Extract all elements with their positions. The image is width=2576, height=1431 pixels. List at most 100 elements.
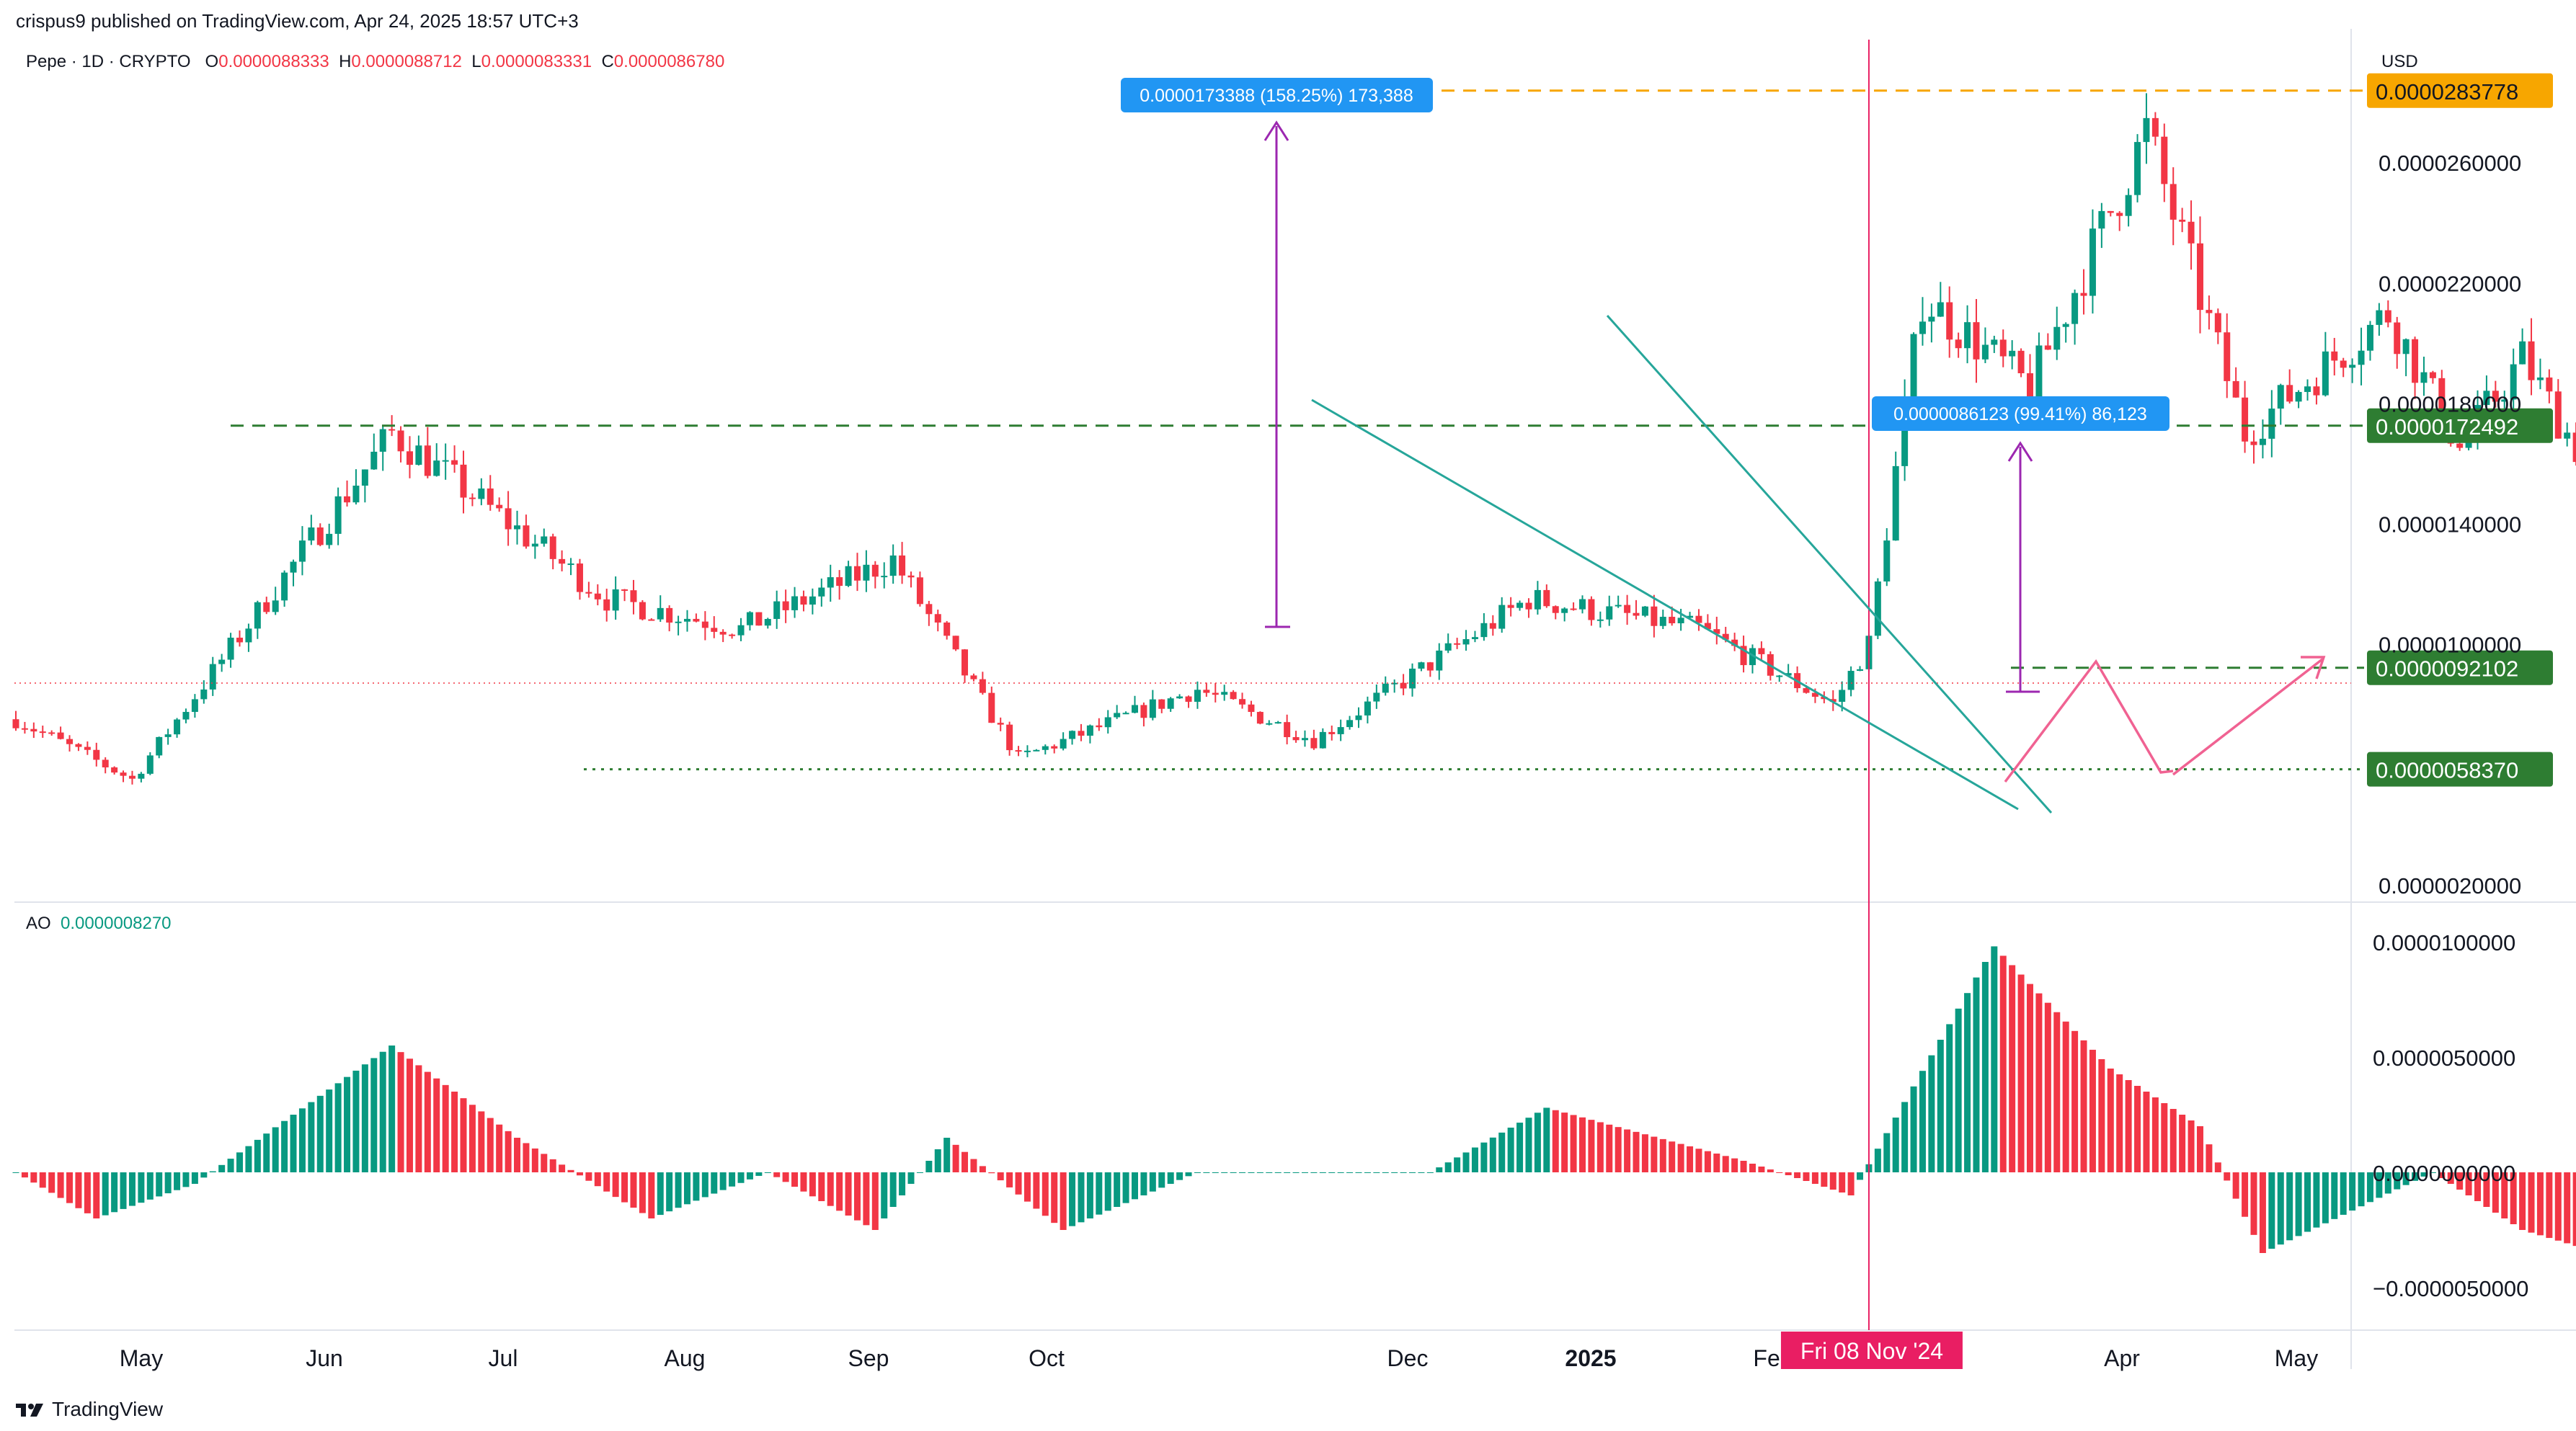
ao-bar xyxy=(845,1172,852,1216)
candle-body xyxy=(2295,391,2302,402)
candle-body xyxy=(1999,339,2007,357)
ao-bar xyxy=(1561,1113,1568,1172)
ao-bar xyxy=(1615,1127,1622,1172)
ao-bar xyxy=(1731,1158,1738,1172)
candle-body xyxy=(1964,322,1971,349)
ao-bar xyxy=(630,1172,637,1208)
candle-body xyxy=(2402,339,2410,355)
ao-bar xyxy=(1633,1131,1640,1172)
ao-bar xyxy=(2349,1172,2356,1211)
candle-body xyxy=(290,561,297,573)
ao-bar xyxy=(236,1152,243,1172)
candle-body xyxy=(1919,321,1926,334)
candle-body xyxy=(451,460,458,465)
candle-body xyxy=(1409,668,1416,689)
candle-body xyxy=(1687,615,1694,618)
candle-body xyxy=(1973,322,1980,360)
candle-body xyxy=(1033,749,1040,752)
ao-bar xyxy=(2277,1172,2284,1245)
ao-bar xyxy=(1051,1172,1058,1223)
ao-bar xyxy=(2331,1172,2338,1219)
ao-bar xyxy=(2510,1172,2517,1224)
measure-arrow-1-head xyxy=(1263,120,1289,141)
candle-body xyxy=(871,564,879,577)
ao-bar xyxy=(1471,1147,1478,1172)
candle-body xyxy=(2286,385,2293,402)
ao-bar xyxy=(1274,1172,1282,1173)
candle-body xyxy=(2017,350,2025,374)
ao-bar xyxy=(1194,1172,1201,1173)
ao-bar xyxy=(943,1138,951,1172)
ao-bar xyxy=(111,1172,118,1213)
close-label: C xyxy=(601,52,614,71)
ao-bar xyxy=(1973,977,1980,1172)
ao-bar xyxy=(182,1172,190,1187)
candle-body xyxy=(2304,386,2311,392)
candle-body xyxy=(2169,184,2177,220)
ao-bar xyxy=(675,1172,682,1208)
candle-body xyxy=(603,599,610,611)
candle-body xyxy=(2143,117,2150,143)
candle-body xyxy=(93,749,100,760)
candle-body xyxy=(612,589,619,611)
ao-bar xyxy=(12,1172,19,1173)
ao-name: AO xyxy=(26,914,51,933)
ao-bar xyxy=(1454,1157,1461,1172)
ao-bar xyxy=(2572,1172,2576,1247)
candle-body xyxy=(2062,324,2069,327)
candle-body xyxy=(1937,302,1944,317)
ao-bar xyxy=(2295,1172,2302,1236)
ao-bar xyxy=(1462,1152,1470,1172)
ao-bar xyxy=(1078,1172,1085,1223)
candle-body xyxy=(66,739,74,744)
candle-body xyxy=(907,575,915,578)
candle-body xyxy=(352,485,360,503)
time-axis-tick: Sep xyxy=(848,1345,889,1371)
candle-body xyxy=(1722,633,1729,640)
ao-bar xyxy=(594,1172,601,1187)
candle-body xyxy=(2125,195,2132,216)
ao-bar xyxy=(2151,1097,2159,1172)
ao-bar xyxy=(2483,1172,2490,1207)
ao-bar xyxy=(93,1172,100,1218)
ao-bar xyxy=(514,1138,521,1172)
ao-bar xyxy=(1507,1127,1514,1172)
candle-body xyxy=(648,619,655,621)
candle-body xyxy=(1955,339,1962,349)
ao-bar xyxy=(1857,1172,1864,1180)
ao-bar xyxy=(2125,1080,2132,1172)
ao-bar xyxy=(1364,1172,1371,1173)
ao-bar xyxy=(2268,1172,2275,1249)
price-level-label: 0.0000172492 xyxy=(2376,414,2518,440)
candle-body xyxy=(2510,364,2517,400)
candle-body xyxy=(1561,608,1568,613)
ao-bar xyxy=(2107,1069,2114,1172)
candle-body xyxy=(2394,322,2401,355)
ao-bar xyxy=(1480,1142,1488,1172)
ao-bar xyxy=(1677,1144,1684,1172)
candle-body xyxy=(1704,623,1711,630)
candle-body xyxy=(2250,441,2257,445)
candle-body xyxy=(334,496,342,534)
candle-body xyxy=(2412,339,2419,383)
candle-body xyxy=(2483,391,2490,406)
ao-bar xyxy=(1579,1117,1586,1172)
ao-bar xyxy=(1981,962,1989,1172)
ao-axis-tick: −0.0000050000 xyxy=(2373,1276,2528,1301)
ao-bar xyxy=(2313,1172,2320,1228)
candle-body xyxy=(1203,690,1210,693)
ao-bar xyxy=(1426,1172,1434,1173)
ao-bar xyxy=(1006,1172,1013,1187)
ao-bar xyxy=(1624,1129,1631,1172)
tradingview-brand[interactable]: TradingView xyxy=(14,1398,163,1421)
low-value: 0.0000083331 xyxy=(481,52,592,71)
candle-body xyxy=(1606,606,1613,620)
candle-body xyxy=(397,430,404,452)
time-axis-tick: Apr xyxy=(2104,1345,2140,1371)
candle-body xyxy=(1274,722,1282,724)
ao-bar xyxy=(746,1172,753,1180)
candle-body xyxy=(675,621,682,623)
currency-label[interactable]: USD xyxy=(2381,52,2418,71)
candle-body xyxy=(863,564,870,581)
ao-bar xyxy=(1839,1172,1846,1192)
